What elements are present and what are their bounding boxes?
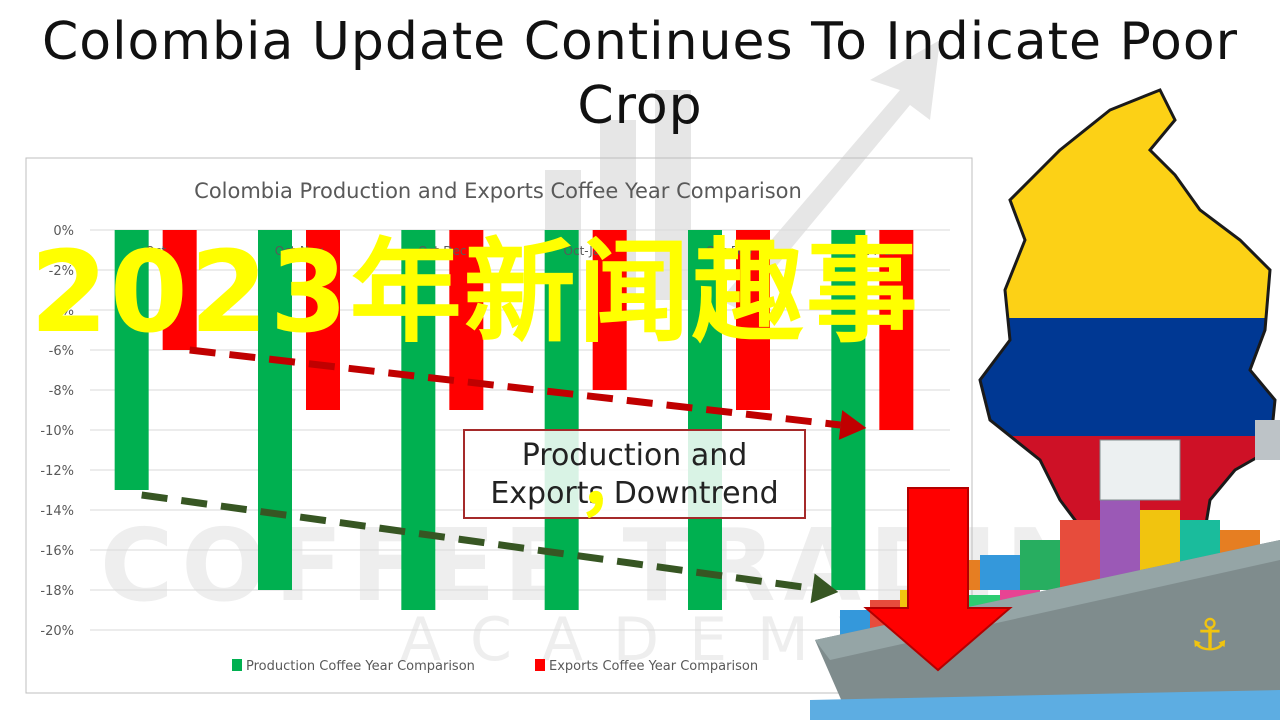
exports-bar — [879, 230, 914, 430]
y-tick-label: -20% — [40, 624, 74, 639]
x-axis-labels: Oct Oct-Nov Oct-Dec Oct-Jan Oct-Feb Oct-Mar — [145, 244, 896, 258]
y-tick-label: -18% — [40, 584, 74, 599]
x-category-label: Oct-Feb — [706, 244, 752, 258]
chart-bars — [114, 230, 914, 610]
callout-line-2: Exports Downtrend — [490, 476, 779, 511]
callout-line-1: Production and — [521, 438, 748, 473]
trend-callout: Production and Exports Downtrend — [463, 429, 806, 519]
legend-swatch — [232, 659, 242, 671]
production-bar — [401, 230, 436, 610]
x-category-label: Oct-Dec — [418, 244, 466, 258]
y-tick-label: -4% — [49, 304, 74, 319]
exports-trend-arrow — [189, 346, 841, 429]
x-category-label: Oct — [145, 244, 166, 258]
y-tick-label: 0% — [53, 224, 74, 239]
x-category-label: Oct-Nov — [275, 244, 324, 258]
production-bar — [258, 230, 292, 590]
y-tick-label: -8% — [49, 384, 74, 399]
overlay-headline: 2023年新闻趣事 — [30, 228, 920, 358]
overlay-comma: ， — [578, 442, 651, 526]
production-bar — [544, 230, 579, 610]
legend-label: Exports Coffee Year Comparison — [549, 659, 758, 674]
production-bar — [114, 230, 149, 490]
y-tick-label: -14% — [40, 504, 74, 519]
x-category-label: Oct-Mar — [848, 244, 896, 258]
y-tick-label: -6% — [49, 344, 74, 359]
x-category-label: Oct-Jan — [564, 244, 608, 258]
production-trend-arrow — [141, 491, 814, 592]
production-bar — [831, 230, 866, 590]
exports-bar — [592, 230, 627, 390]
y-tick-label: -12% — [40, 464, 74, 479]
chart-title: Colombia Production and Exports Coffee Y… — [194, 179, 802, 203]
exports-bar — [162, 230, 197, 350]
y-axis-ticks: 0% -2% -4% -6% -8% -10% -12% -14% -16% -18% -20% — [40, 224, 74, 639]
exports-trend-arrow-head — [838, 410, 867, 440]
production-bar — [688, 230, 722, 610]
legend-label: Production Coffee Year Comparison — [246, 659, 475, 674]
y-tick-label: -2% — [49, 264, 74, 279]
exports-bar — [736, 230, 770, 410]
chart-frame — [25, 157, 973, 694]
exports-bar — [306, 230, 340, 410]
y-tick-label: -10% — [40, 424, 74, 439]
y-tick-label: -16% — [40, 544, 74, 559]
chart-legend: Production Coffee Year Comparison Exports… — [232, 659, 758, 674]
legend-swatch — [535, 659, 545, 671]
slide-title: Colombia Update Continues To Indicate Po… — [41, 12, 1239, 136]
